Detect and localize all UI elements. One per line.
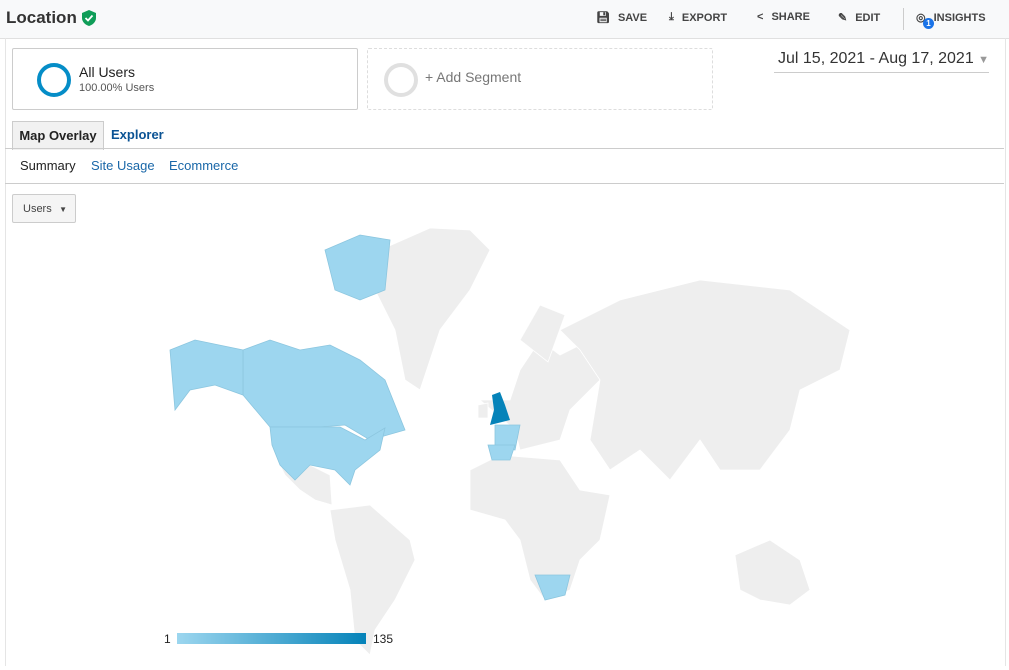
subtab-summary[interactable]: Summary [20, 158, 76, 173]
segment-ring-icon [37, 63, 71, 97]
australia[interactable] [734, 539, 811, 606]
pencil-icon: ✎ [838, 12, 848, 24]
south-america[interactable] [329, 504, 416, 656]
report-panel [5, 38, 1006, 666]
legend-max: 135 [373, 632, 394, 646]
empty-segment-ring-icon [384, 63, 418, 97]
share-icon: < [757, 11, 764, 23]
report-header: Location 💾︎ SAVE ⤓ EXPORT < SHARE ✎ EDIT ◎ 1 I… [0, 0, 1009, 39]
save-button[interactable]: 💾︎ SAVE [596, 11, 648, 25]
edit-button[interactable]: ✎ EDIT [838, 11, 881, 25]
country-united-states[interactable] [269, 426, 386, 486]
verified-shield-icon [82, 10, 96, 26]
country-alaska[interactable] [169, 339, 244, 412]
tab-divider [5, 148, 1004, 149]
ireland[interactable] [477, 402, 489, 419]
subtab-divider [5, 183, 1004, 184]
segment-all-users[interactable]: All Users 100.00% Users [12, 48, 358, 110]
insights-button[interactable]: ◎ 1 INSIGHTS [916, 11, 986, 29]
country-south-africa[interactable] [534, 574, 571, 601]
country-france[interactable] [494, 424, 521, 451]
export-button[interactable]: ⤓ EXPORT [669, 11, 728, 24]
asia[interactable] [559, 279, 851, 481]
share-button[interactable]: < SHARE [757, 11, 810, 23]
country-canada[interactable] [242, 339, 406, 441]
tab-map-overlay[interactable]: Map Overlay [12, 121, 104, 150]
subtab-ecommerce[interactable]: Ecommerce [169, 158, 239, 173]
dropdown-caret-icon: ▼ [978, 54, 989, 66]
legend-gradient-bar [177, 633, 366, 644]
subtab-site-usage[interactable]: Site Usage [91, 158, 155, 173]
insights-icon: ◎ 1 [916, 11, 934, 29]
country-spain[interactable] [487, 444, 516, 461]
page-title: Location [6, 8, 77, 27]
legend-min: 1 [164, 632, 171, 646]
tab-explorer[interactable]: Explorer [111, 127, 164, 142]
canada-arctic-islands[interactable] [324, 234, 391, 301]
greenland[interactable] [374, 227, 491, 391]
africa[interactable] [469, 454, 611, 601]
scandinavia[interactable] [519, 304, 566, 363]
country-united-kingdom[interactable] [490, 392, 510, 425]
date-range-picker[interactable]: Jul 15, 2021 - Aug 17, 2021 ▼ [774, 50, 989, 73]
metric-select[interactable]: Users ▼ [12, 194, 76, 223]
toolbar-divider [903, 8, 904, 30]
dropdown-caret-icon: ▼ [59, 205, 67, 214]
export-icon: ⤓ [669, 11, 674, 23]
save-icon: 💾︎ [596, 12, 610, 24]
add-segment-button[interactable]: + Add Segment [367, 48, 713, 110]
